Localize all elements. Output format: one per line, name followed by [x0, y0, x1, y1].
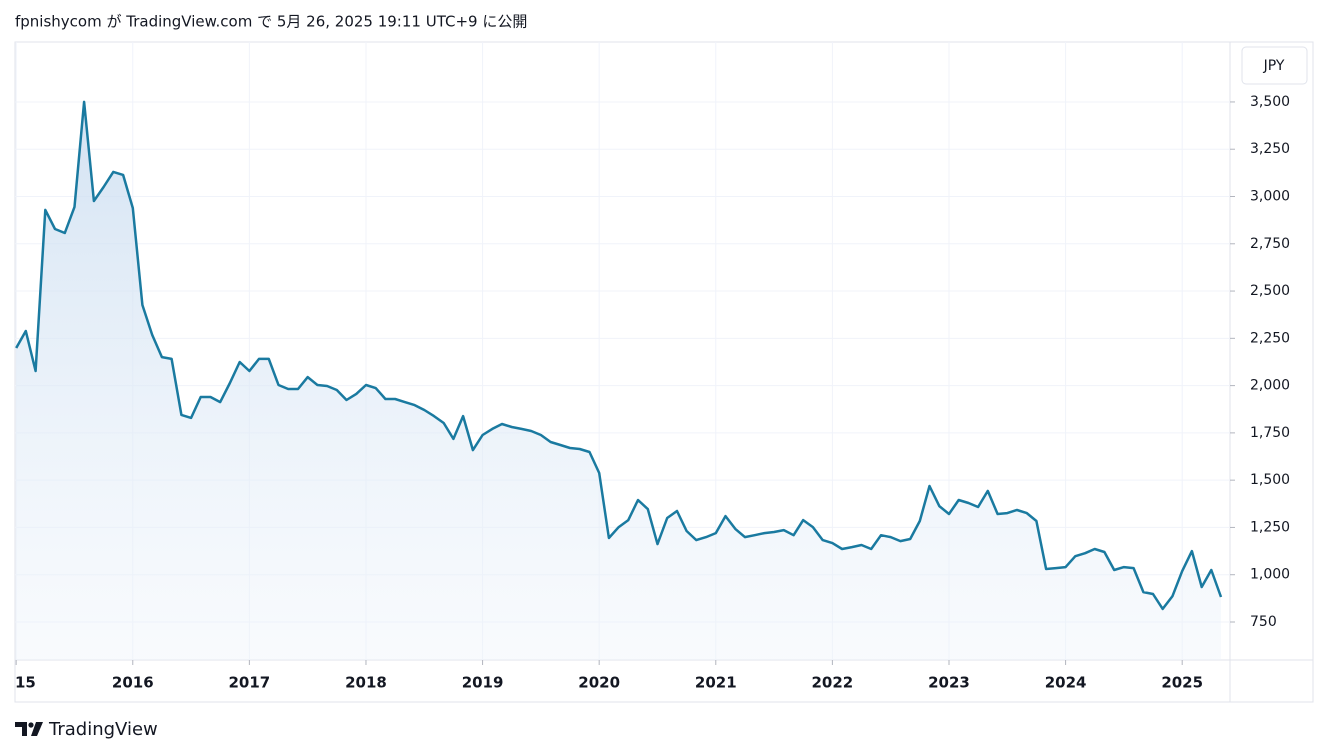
logo-icon — [15, 722, 27, 736]
y-tick-label: 750 — [1250, 614, 1277, 630]
y-tick-label: 1,500 — [1250, 472, 1290, 488]
y-tick-label: 2,250 — [1250, 330, 1290, 346]
logo-icon — [31, 722, 43, 736]
chart-frame — [14, 41, 1314, 703]
x-tick-label: 2022 — [812, 674, 854, 692]
x-tick-label: 2024 — [1045, 674, 1087, 692]
x-tick-label: 15 — [15, 674, 36, 692]
logo-icon — [28, 722, 34, 728]
grid — [15, 42, 1230, 660]
y-tick-label: 3,250 — [1250, 141, 1290, 157]
y-tick-label: 1,250 — [1250, 519, 1290, 535]
x-tick-label: 2021 — [695, 674, 737, 692]
x-tick-label: 2019 — [462, 674, 504, 692]
price-line — [15, 100, 1223, 611]
area-fill — [16, 101, 1222, 660]
logo: TradingView — [15, 719, 158, 740]
y-tick-label: 1,000 — [1250, 567, 1290, 583]
y-tick-label: 2,000 — [1250, 378, 1290, 394]
header-title: fpnishycom が TradingView.com で 5月 26, 20… — [15, 13, 527, 31]
y-tick-label: 3,000 — [1250, 189, 1290, 205]
x-tick-label: 2016 — [112, 674, 154, 692]
x-tick-label: 2020 — [578, 674, 620, 692]
x-tick-label: 2018 — [345, 674, 387, 692]
x-tick-label: 2025 — [1161, 674, 1203, 692]
plot — [15, 100, 1223, 660]
axes: 750 1,000 1,250 1,500 1,750 2,000 2,250 2,500 2,… — [15, 94, 1290, 692]
y-tick-label: 2,750 — [1250, 236, 1290, 252]
x-tick-label: 2023 — [928, 674, 970, 692]
currency-box[interactable] — [1241, 46, 1308, 85]
footer-brand: TradingView — [48, 719, 158, 740]
y-tick-label: 2,500 — [1250, 283, 1290, 299]
currency-label[interactable]: JPY — [1263, 58, 1285, 74]
y-tick-label: 1,750 — [1250, 425, 1290, 441]
x-tick-label: 2017 — [228, 674, 270, 692]
y-tick-label: 3,500 — [1250, 94, 1290, 110]
